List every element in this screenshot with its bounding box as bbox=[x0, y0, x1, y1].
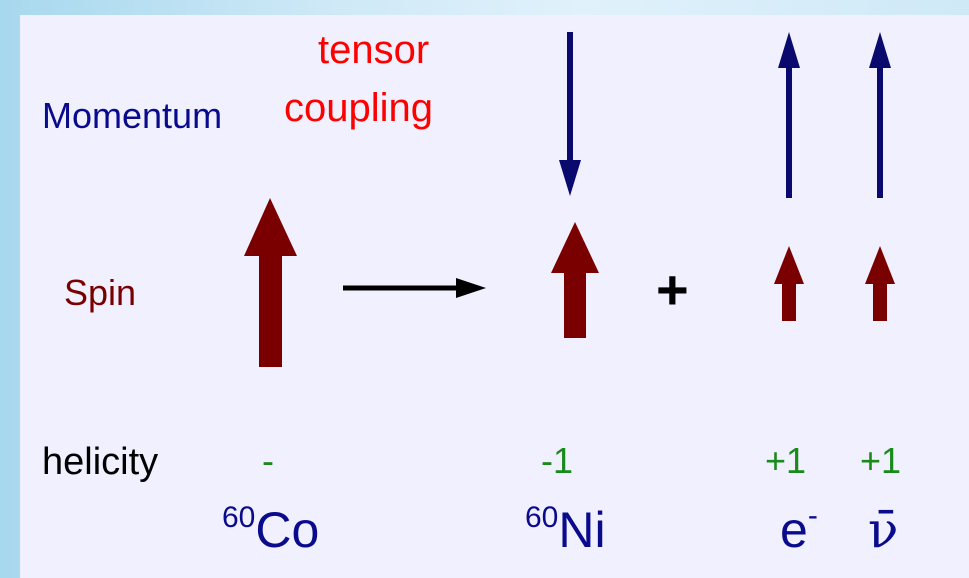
electron-momentum-arrow bbox=[778, 32, 800, 198]
ni-momentum-arrow bbox=[559, 32, 581, 196]
spin-label: Spin bbox=[64, 272, 137, 313]
ni-element-symbol: Ni bbox=[558, 502, 606, 558]
ni-spin-arrow bbox=[551, 222, 599, 338]
electron-letter: e bbox=[780, 502, 808, 558]
antineutrino-momentum-arrow bbox=[869, 32, 891, 198]
coupling-label: coupling bbox=[284, 86, 434, 130]
helicity-label: helicity bbox=[42, 441, 159, 483]
momentum-label: Momentum bbox=[42, 95, 223, 136]
reaction-arrow bbox=[343, 278, 486, 298]
co-helicity-value: - bbox=[262, 440, 274, 481]
ni60-symbol: 60Ni bbox=[525, 502, 606, 558]
antineutrino-helicity-value: +1 bbox=[860, 440, 902, 481]
tensor-label: tensor bbox=[318, 28, 430, 72]
electron-helicity-value: +1 bbox=[765, 440, 807, 481]
co-element-symbol: Co bbox=[255, 502, 320, 558]
plus-sign: + bbox=[656, 258, 689, 321]
co60-mass-number: 60 bbox=[222, 501, 256, 534]
electron-symbol: e- bbox=[780, 501, 818, 558]
co60-symbol: 60Co bbox=[222, 502, 320, 558]
ni60-mass-number: 60 bbox=[525, 501, 559, 534]
electron-spin-arrow bbox=[774, 246, 804, 321]
electron-charge: - bbox=[807, 499, 818, 532]
antineutrino-spin-arrow bbox=[865, 246, 895, 321]
slide-panel bbox=[20, 15, 969, 578]
antineutrino-symbol: ν̄ bbox=[868, 501, 899, 559]
co-spin-arrow bbox=[244, 198, 297, 367]
ni-helicity-value: -1 bbox=[541, 440, 574, 481]
